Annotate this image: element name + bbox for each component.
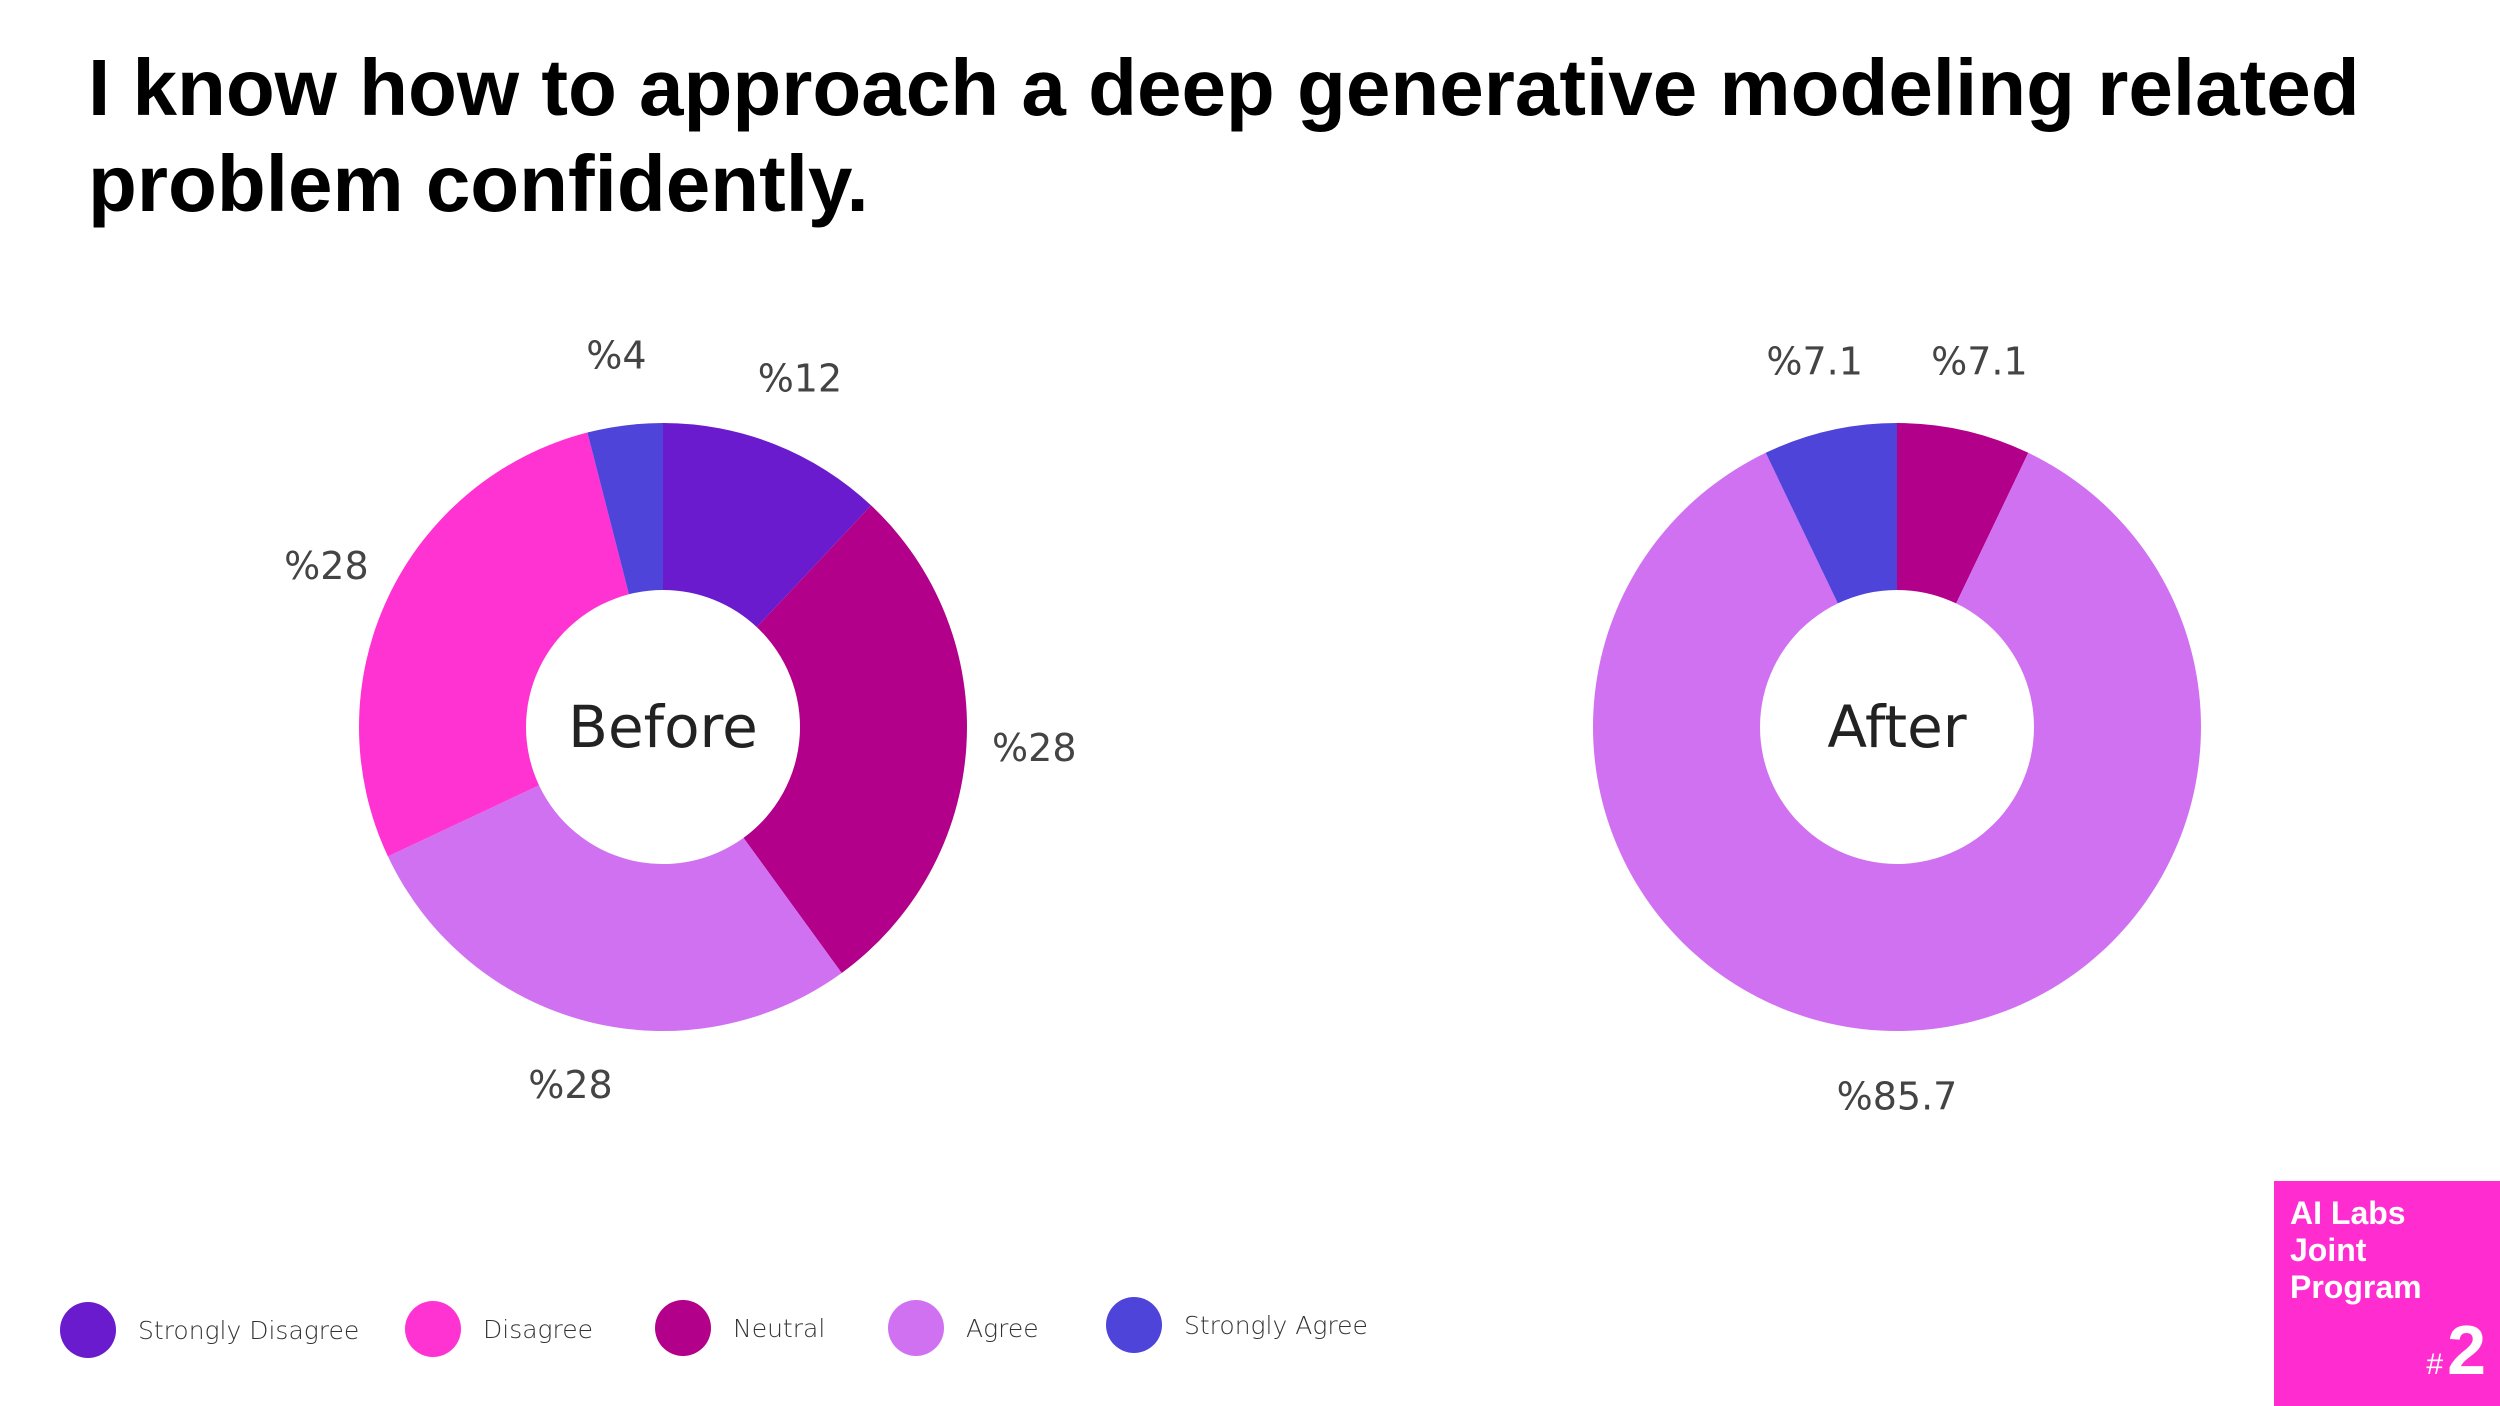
before-slice-disagree xyxy=(359,432,629,857)
after-slice-neutral xyxy=(1897,423,2029,604)
before-slice-strongly-agree xyxy=(587,423,663,595)
before-slice-agree xyxy=(387,785,842,1031)
brand-hash: # xyxy=(2426,1348,2444,1381)
before-label-strongly-agree: %4 xyxy=(586,333,646,377)
before-slice-neutral xyxy=(743,505,967,973)
slide-title: I know how to approach a deep generative… xyxy=(88,43,2360,228)
before-label-neutral: %28 xyxy=(992,726,1076,770)
brand-badge: AI Labs Joint Program #2 xyxy=(2274,1181,2500,1406)
before-label-disagree: %28 xyxy=(284,544,368,588)
before-label-strongly-disagree: %12 xyxy=(758,357,842,401)
before-center-label: Before xyxy=(568,693,758,761)
brand-number-wrap: #2 xyxy=(2426,1315,2486,1400)
after-label-neutral: %7.1 xyxy=(1931,340,2028,384)
after-slice-agree xyxy=(1592,452,2201,1031)
brand-number: 2 xyxy=(2447,1311,2486,1389)
brand-text: AI Labs Joint Program xyxy=(2290,1195,2422,1305)
before-label-agree: %28 xyxy=(528,1063,612,1107)
after-center-label: After xyxy=(1827,693,1966,761)
after-label-strongly-agree: %7.1 xyxy=(1766,340,1863,384)
before-slice-strongly-disagree xyxy=(663,423,872,628)
after-label-agree: %85.7 xyxy=(1837,1075,1958,1119)
after-slice-strongly-agree xyxy=(1765,423,1897,604)
